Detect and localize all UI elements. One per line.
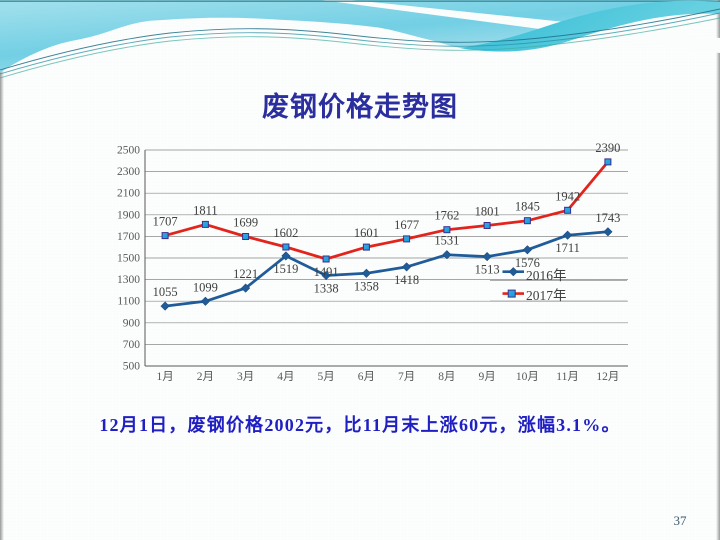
svg-text:1099: 1099 [193,280,218,294]
svg-text:1743: 1743 [595,211,620,225]
svg-text:1762: 1762 [434,209,459,223]
svg-text:11月: 11月 [556,371,579,383]
svg-text:1811: 1811 [193,203,218,217]
svg-text:7月: 7月 [398,371,415,383]
svg-text:1338: 1338 [314,282,339,296]
svg-text:1531: 1531 [434,234,459,248]
svg-text:2300: 2300 [117,166,140,178]
svg-text:2016年: 2016年 [526,268,567,283]
svg-text:1月: 1月 [156,371,173,383]
svg-text:2017年: 2017年 [526,288,567,303]
svg-text:1500: 1500 [117,253,140,265]
svg-text:5月: 5月 [317,371,334,383]
svg-text:1900: 1900 [117,209,140,221]
svg-text:8月: 8月 [438,371,455,383]
svg-text:4月: 4月 [277,371,294,383]
svg-text:1055: 1055 [153,285,178,299]
svg-text:1513: 1513 [475,263,500,277]
svg-text:1942: 1942 [555,189,580,203]
svg-text:1699: 1699 [233,216,258,230]
svg-text:1221: 1221 [233,267,258,281]
svg-text:10月: 10月 [516,371,539,383]
svg-text:1300: 1300 [117,274,140,286]
svg-text:2月: 2月 [197,371,214,383]
svg-text:12月: 12月 [596,371,619,383]
svg-text:1519: 1519 [273,262,298,276]
svg-text:1677: 1677 [394,218,419,232]
svg-text:2390: 2390 [595,141,620,155]
svg-text:9月: 9月 [478,371,495,383]
svg-text:3月: 3月 [237,371,254,383]
svg-text:2100: 2100 [117,188,140,200]
svg-text:1491: 1491 [314,265,339,279]
svg-text:1845: 1845 [515,200,540,214]
svg-text:6月: 6月 [358,371,375,383]
svg-text:1601: 1601 [354,226,379,240]
svg-text:1602: 1602 [273,226,298,240]
svg-text:1700: 1700 [117,231,140,243]
svg-text:1801: 1801 [475,205,500,219]
svg-text:500: 500 [123,361,141,373]
svg-text:1711: 1711 [555,241,580,255]
svg-text:1100: 1100 [117,296,140,308]
svg-text:700: 700 [123,339,141,351]
svg-text:1707: 1707 [153,215,178,229]
svg-text:2500: 2500 [117,145,140,157]
svg-text:1418: 1418 [394,273,419,287]
svg-text:900: 900 [123,317,141,329]
svg-text:1358: 1358 [354,279,379,293]
